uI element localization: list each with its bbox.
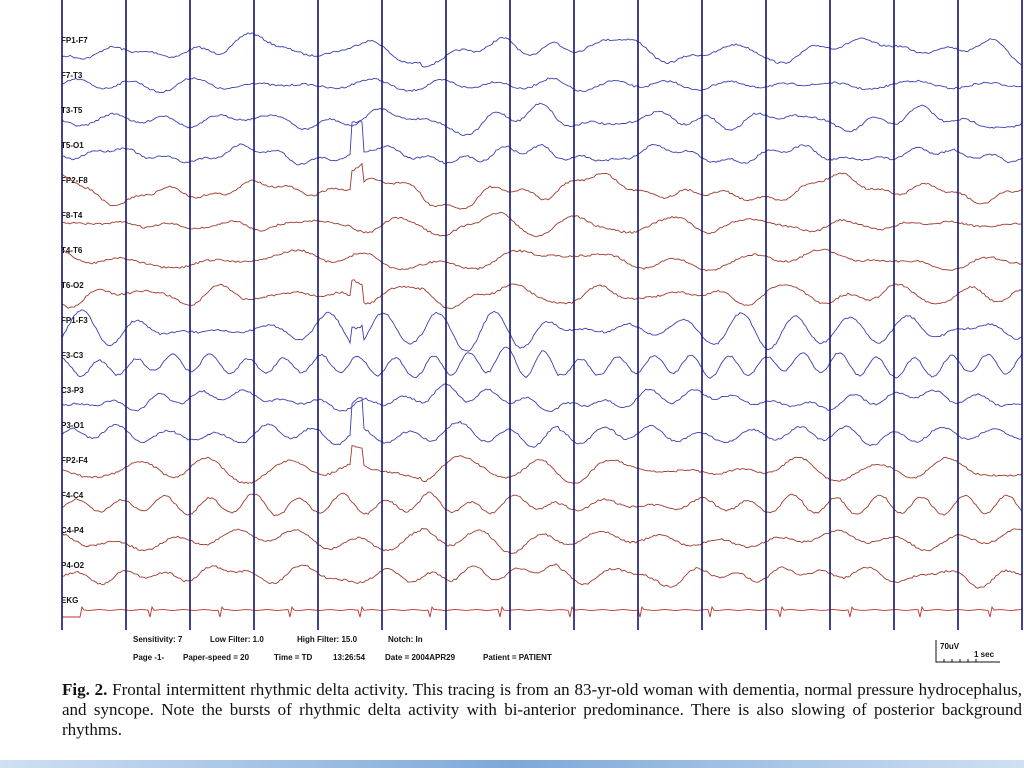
eeg-trace xyxy=(62,605,1022,618)
scale-time: 1 sec xyxy=(974,650,995,659)
channel-label: P3-O1 xyxy=(61,421,85,430)
channel-label: T5-O1 xyxy=(61,141,84,150)
channel-label: FP2-F8 xyxy=(61,176,88,185)
channel-label: F8-T4 xyxy=(61,211,83,220)
eeg-figure: Sensitivity: 7 Low Filter: 1.0 High Filt… xyxy=(60,0,1024,672)
eeg-trace xyxy=(61,563,1023,589)
channel-label: FP1-F7 xyxy=(61,36,88,45)
setting: High Filter: 15.0 xyxy=(297,635,358,644)
eeg-trace xyxy=(61,309,1023,352)
channel-label: C3-P3 xyxy=(61,386,84,395)
info: Page -1- xyxy=(133,653,164,662)
info: Time = TD xyxy=(274,653,313,662)
channel-label: FP1-F3 xyxy=(61,316,88,325)
eeg-trace xyxy=(61,279,1023,310)
scale-amplitude: 70uV xyxy=(940,642,960,651)
setting: Sensitivity: 7 xyxy=(133,635,183,644)
eeg-trace xyxy=(61,346,1023,379)
channel-label: P4-O2 xyxy=(61,561,85,570)
footer-strip xyxy=(0,760,1024,768)
channel-label: T4-T6 xyxy=(61,246,83,255)
info: Date = 2004APR29 xyxy=(385,653,456,662)
eeg-trace xyxy=(61,248,1023,272)
setting: Low Filter: 1.0 xyxy=(210,635,264,644)
eeg-trace xyxy=(61,491,1023,517)
eeg-trace xyxy=(61,32,1023,68)
channel-label: F7-T3 xyxy=(61,71,83,80)
eeg-trace xyxy=(61,102,1023,136)
channel-label: EKG xyxy=(61,596,78,605)
info: Paper-speed = 20 xyxy=(183,653,250,662)
scale-bar xyxy=(935,640,1000,663)
channel-label: C4-P4 xyxy=(61,526,84,535)
eeg-trace xyxy=(61,527,1023,554)
channel-label: T6-O2 xyxy=(61,281,84,290)
eeg-trace xyxy=(61,77,1023,93)
setting: Notch: In xyxy=(388,635,423,644)
figure-background xyxy=(60,0,1024,672)
channel-label: F4-C4 xyxy=(61,491,84,500)
eeg-trace xyxy=(61,162,1023,210)
info: 13:26:54 xyxy=(333,653,366,662)
eeg-trace xyxy=(61,120,1023,166)
caption-text: Frontal intermittent rhythmic delta acti… xyxy=(62,680,1022,739)
channel-label: FP2-F4 xyxy=(61,456,88,465)
eeg-trace xyxy=(61,444,1023,484)
eeg-trace xyxy=(61,211,1022,238)
caption: Fig. 2. Frontal intermittent rhythmic de… xyxy=(62,680,1022,740)
channel-label: F3-C3 xyxy=(61,351,84,360)
eeg-trace xyxy=(61,397,1023,448)
info: Patient = PATIENT xyxy=(483,653,552,662)
eeg-trace xyxy=(61,383,1023,412)
channel-label: T3-T5 xyxy=(61,106,83,115)
caption-label: Fig. 2. xyxy=(62,680,108,699)
